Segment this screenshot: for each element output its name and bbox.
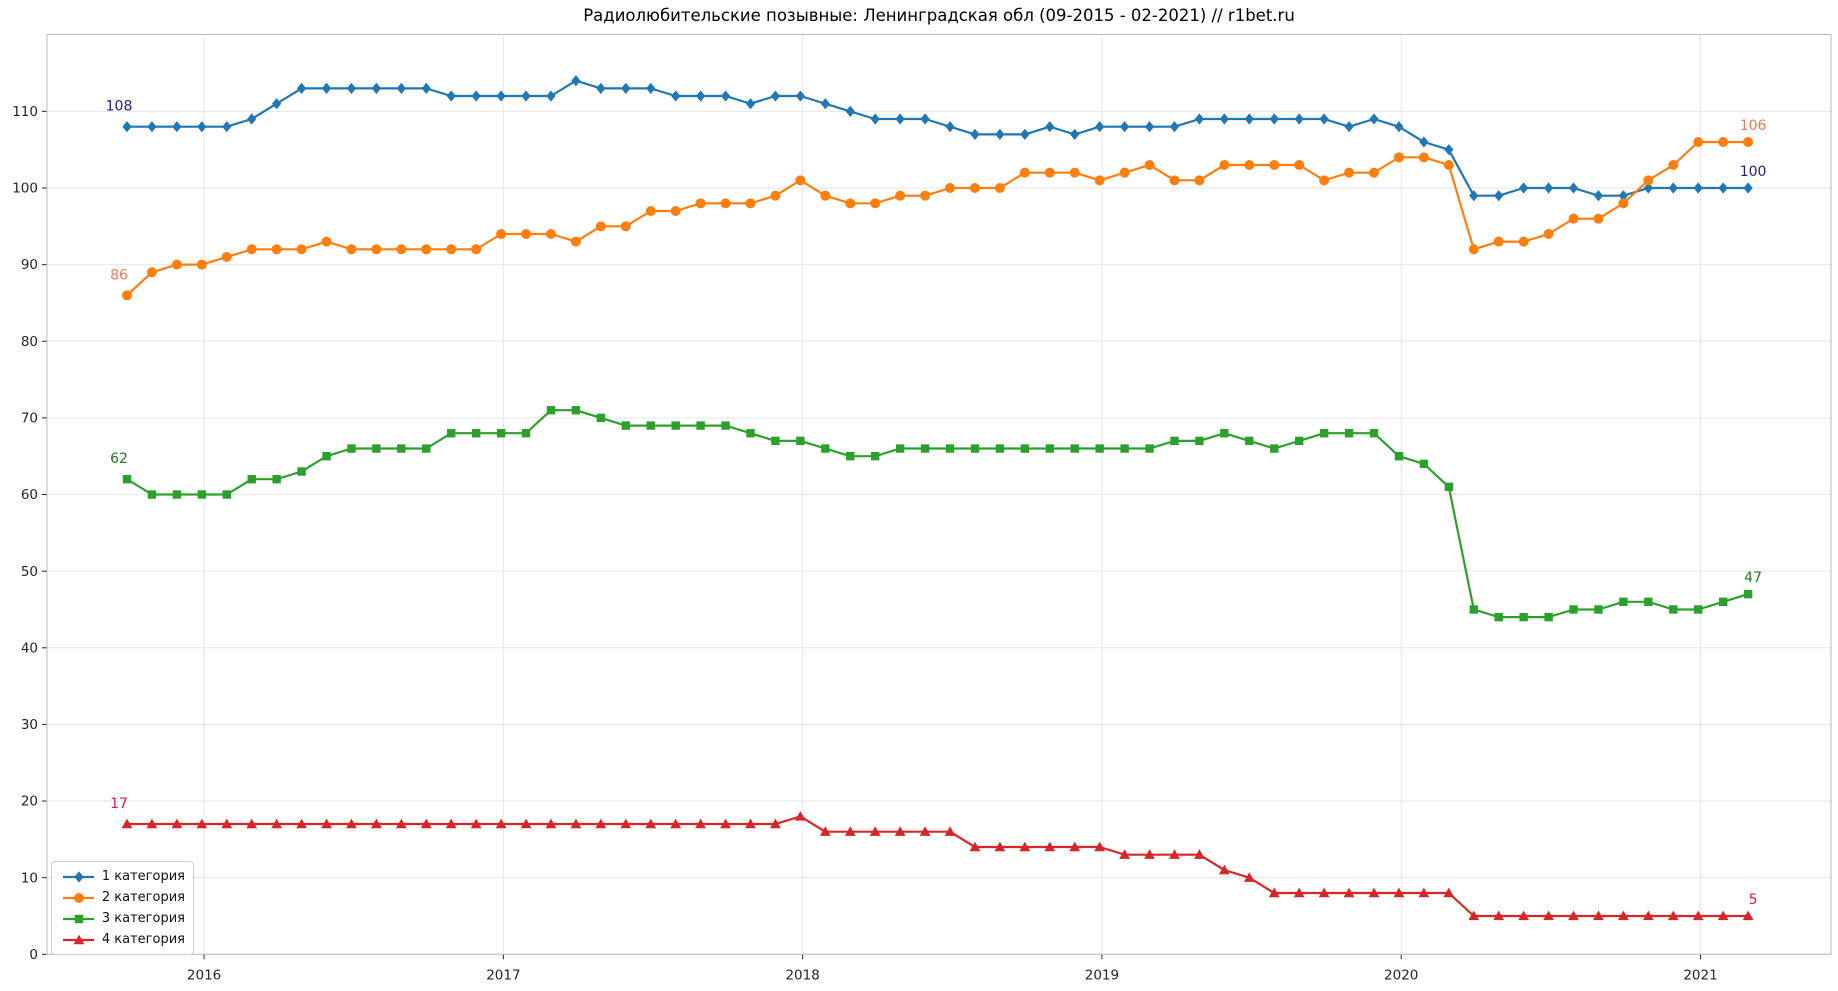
x-tick-label: 2021: [1683, 967, 1717, 983]
series-2-line: [122, 137, 1754, 301]
series-end-value-label: 47: [1744, 570, 1762, 586]
y-tick-label: 50: [21, 564, 38, 580]
gridlines: [47, 34, 1831, 955]
series-start-value-label: 62: [110, 451, 128, 467]
legend-item: 4 категория: [61, 931, 185, 948]
series-4-line: [121, 810, 1754, 921]
y-tick-label: 10: [21, 870, 38, 886]
series-end-value-label: 5: [1749, 892, 1758, 908]
series-start-value-label: 17: [110, 796, 128, 812]
plot-border: [46, 34, 1832, 955]
series-start-value-label: 86: [110, 267, 128, 283]
y-tick-label: 110: [12, 104, 38, 120]
legend-item: 2 категория: [61, 889, 185, 906]
y-tick-label: 100: [12, 181, 38, 197]
y-tick-label: 80: [21, 334, 38, 350]
series-end-value-label: 100: [1740, 164, 1767, 180]
x-tick-label: 2016: [187, 967, 221, 983]
legend-item-label: 3 категория: [101, 911, 185, 926]
y-tick-label: 60: [21, 487, 38, 503]
legend-circle-icon: [63, 892, 94, 903]
legend-item: 3 категория: [61, 910, 185, 927]
x-tick-label: 2017: [486, 967, 520, 983]
series-start-value-label: 108: [106, 99, 133, 115]
series-3-line: [122, 406, 1753, 622]
legend-square-icon: [63, 914, 94, 923]
series-end-value-label: 106: [1740, 118, 1767, 134]
legend-triangle-icon: [63, 934, 94, 944]
legend-item-label: 1 категория: [101, 869, 185, 884]
legend-item-label: 4 категория: [101, 932, 185, 947]
x-tick-label: 2019: [1085, 967, 1119, 983]
legend-diamond-icon: [63, 870, 94, 883]
legend: 1 категория 2 категория 3 категория 4 катег…: [51, 861, 194, 955]
series-1-line: [122, 75, 1753, 202]
y-tick-label: 70: [21, 410, 38, 426]
axis-ticks: 0 10 20 30 40 50 60 70 80 90 100 110 2016 2017 2018 201…: [12, 104, 1717, 983]
y-tick-label: 0: [29, 947, 38, 963]
x-tick-label: 2018: [785, 967, 819, 983]
legend-item: 1 категория: [61, 868, 185, 885]
y-tick-label: 40: [21, 640, 38, 656]
y-tick-label: 20: [21, 794, 38, 810]
y-tick-label: 30: [21, 717, 38, 733]
chart-title: Радиолюбительские позывные: Ленинградска…: [583, 6, 1295, 25]
x-tick-label: 2020: [1384, 967, 1418, 983]
y-tick-label: 90: [21, 257, 38, 273]
legend-item-label: 2 категория: [101, 890, 185, 905]
